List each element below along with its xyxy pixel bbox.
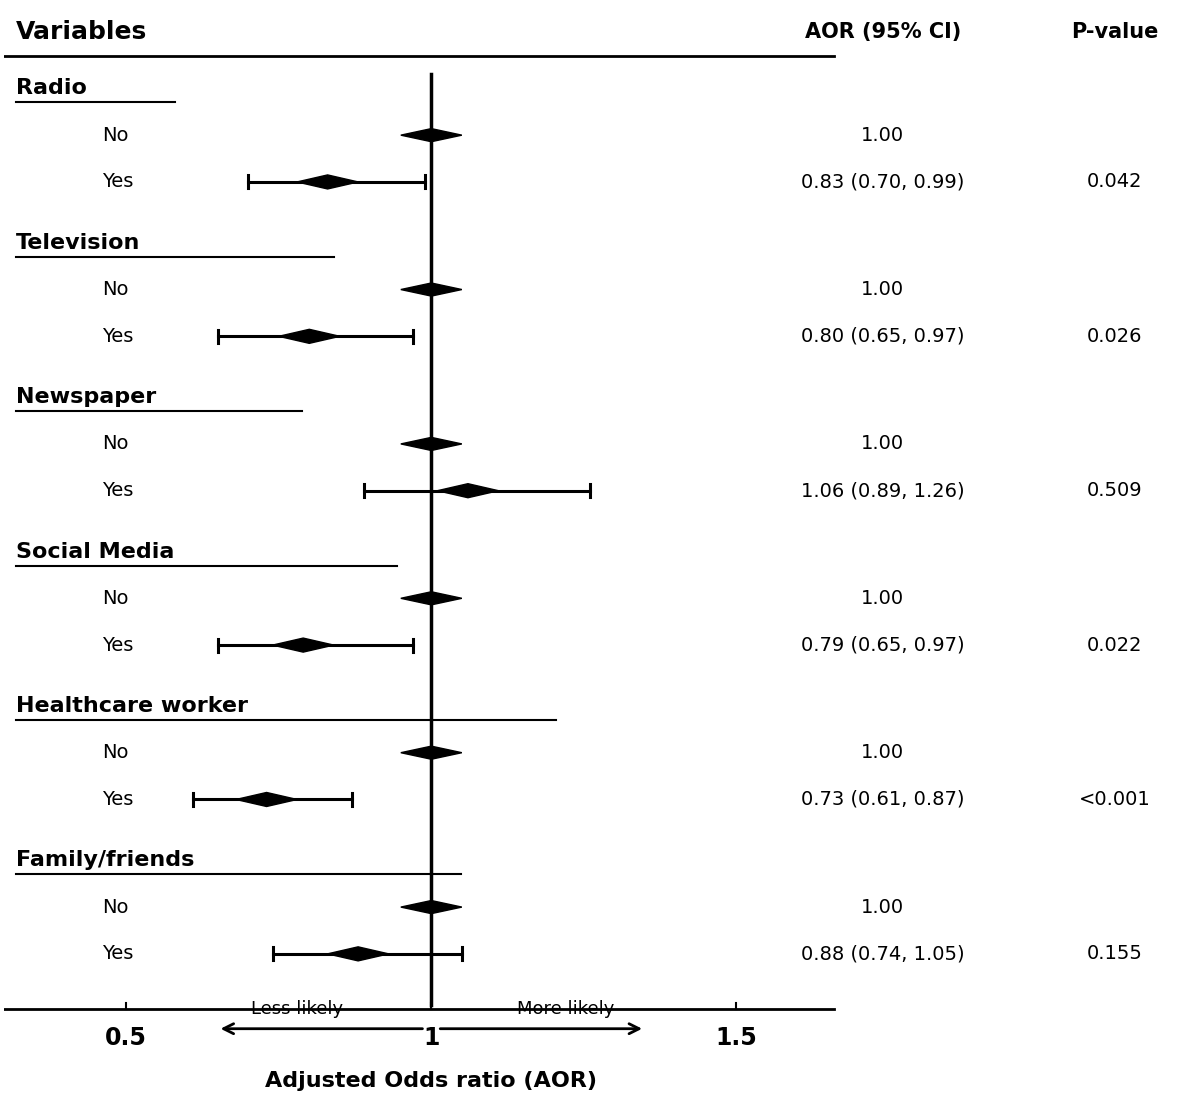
Polygon shape: [401, 283, 461, 296]
Text: Adjusted Odds ratio (AOR): Adjusted Odds ratio (AOR): [266, 1071, 597, 1090]
Text: Family/friends: Family/friends: [17, 850, 195, 870]
Polygon shape: [401, 438, 461, 451]
Polygon shape: [401, 746, 461, 759]
Text: No: No: [101, 434, 129, 453]
Text: Television: Television: [17, 233, 140, 252]
Text: 1.06 (0.89, 1.26): 1.06 (0.89, 1.26): [801, 482, 965, 500]
Polygon shape: [401, 128, 461, 142]
Text: 0.042: 0.042: [1087, 172, 1142, 192]
Text: No: No: [101, 126, 129, 145]
Text: Radio: Radio: [17, 78, 87, 99]
Polygon shape: [273, 638, 334, 652]
Text: Yes: Yes: [101, 482, 133, 500]
Text: Healthcare worker: Healthcare worker: [17, 695, 248, 716]
Text: 0.5: 0.5: [105, 1027, 148, 1051]
Text: Yes: Yes: [101, 635, 133, 655]
Text: 1.00: 1.00: [861, 743, 905, 762]
Polygon shape: [236, 792, 297, 806]
Text: 0.88 (0.74, 1.05): 0.88 (0.74, 1.05): [801, 945, 965, 963]
Text: 1.00: 1.00: [861, 897, 905, 917]
Text: 0.155: 0.155: [1087, 945, 1142, 963]
Text: Variables: Variables: [17, 20, 148, 44]
Text: No: No: [101, 743, 129, 762]
Text: AOR (95% CI): AOR (95% CI): [805, 22, 961, 43]
Text: No: No: [101, 897, 129, 917]
Text: No: No: [101, 589, 129, 608]
Text: 0.83 (0.70, 0.99): 0.83 (0.70, 0.99): [801, 172, 964, 192]
Text: <0.001: <0.001: [1079, 790, 1150, 808]
Text: Yes: Yes: [101, 172, 133, 192]
Text: Less likely: Less likely: [251, 1000, 343, 1018]
Text: More likely: More likely: [517, 1000, 615, 1018]
Polygon shape: [278, 329, 340, 343]
Polygon shape: [401, 591, 461, 604]
Text: 0.79 (0.65, 0.97): 0.79 (0.65, 0.97): [801, 635, 965, 655]
Polygon shape: [297, 174, 358, 189]
Text: Social Media: Social Media: [17, 542, 175, 562]
Text: Yes: Yes: [101, 945, 133, 963]
Polygon shape: [438, 484, 498, 498]
Text: 1.00: 1.00: [861, 434, 905, 453]
Text: 1.00: 1.00: [861, 280, 905, 299]
Text: 0.80 (0.65, 0.97): 0.80 (0.65, 0.97): [801, 327, 965, 346]
Text: Yes: Yes: [101, 327, 133, 346]
Text: 0.509: 0.509: [1087, 482, 1142, 500]
Polygon shape: [401, 901, 461, 914]
Text: Yes: Yes: [101, 790, 133, 808]
Text: 1.00: 1.00: [861, 589, 905, 608]
Polygon shape: [328, 947, 388, 961]
Text: P-value: P-value: [1071, 22, 1159, 43]
Text: 0.022: 0.022: [1087, 635, 1142, 655]
Text: 0.026: 0.026: [1087, 327, 1142, 346]
Text: 1.5: 1.5: [715, 1027, 758, 1051]
Text: 1: 1: [424, 1027, 439, 1051]
Text: 1.00: 1.00: [861, 126, 905, 145]
Text: Newspaper: Newspaper: [17, 387, 157, 407]
Text: No: No: [101, 280, 129, 299]
Text: 0.73 (0.61, 0.87): 0.73 (0.61, 0.87): [801, 790, 965, 808]
